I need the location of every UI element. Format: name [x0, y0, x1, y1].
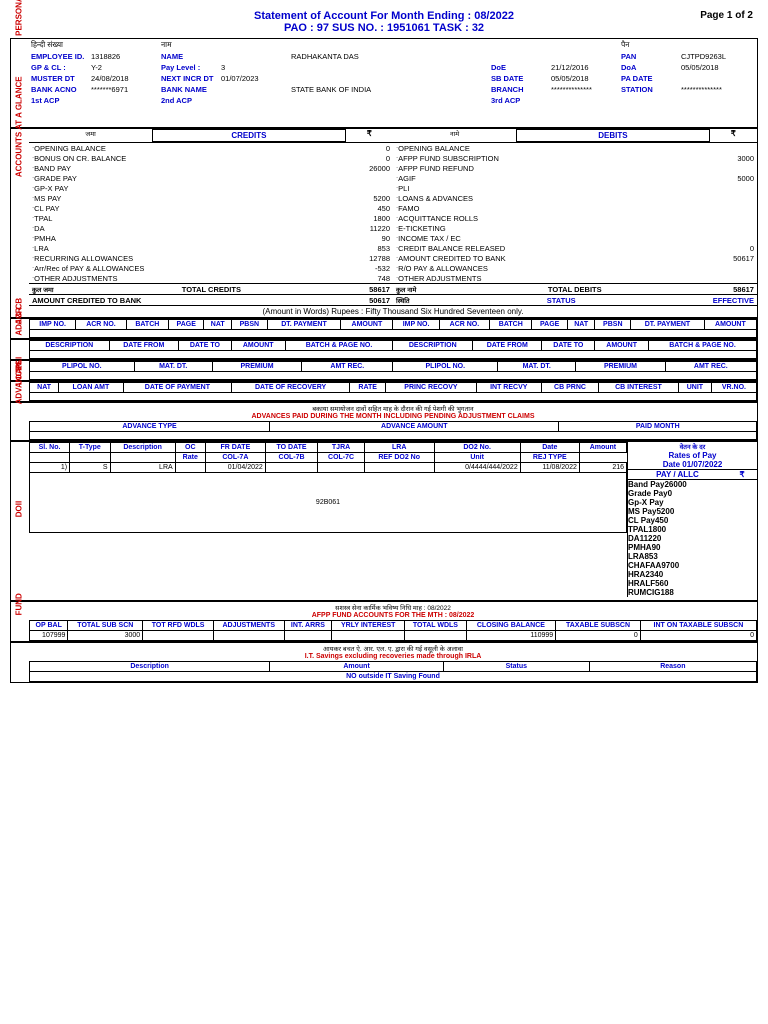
paylevel-lbl: Pay Level : [159, 62, 219, 73]
padate [679, 73, 768, 84]
it-section: आयकर बचत ऐ. आर. एल. ए. द्वारा की गई वसूल… [10, 642, 758, 683]
pan: CJTPD9263L [679, 51, 768, 62]
emp-id-lbl: EMPLOYEE ID. [29, 51, 89, 62]
paylevel: 3 [219, 62, 289, 73]
station-lbl: STATION [619, 84, 679, 95]
acp1: 1st ACP [29, 95, 89, 106]
gpcl-lbl: GP & CL : [29, 62, 89, 73]
debits-list: ·OPENING BALANCE·AFPP FUND SUBSCRIPTION3… [393, 143, 757, 283]
section-label: PERSONAL PARTICULARS [15, 0, 24, 36]
nextincr-lbl: NEXT INCR DT [159, 73, 219, 84]
bankacno: *******6971 [89, 84, 159, 95]
credits-list: ·OPENING BALANCE0·BONUS ON CR. BALANCE0·… [29, 143, 393, 283]
header: Statement of Account For Month Ending : … [10, 10, 758, 34]
rates-list: Band Pay26000Grade Pay0Gp-X PayMS Pay520… [628, 480, 757, 597]
subtitle: PAO : 97 SUS NO. : 1951061 TASK : 32 [10, 22, 758, 34]
branch: ************** [549, 84, 619, 95]
pan-lbl: PAN [619, 51, 679, 62]
acp2: 2nd ACP [159, 95, 219, 106]
doa: 05/05/2018 [679, 62, 768, 73]
debits-hdr: DEBITS [516, 129, 709, 142]
doii-section: DOII Sl. No.T-TypeDescriptionOCFR DATETO… [10, 441, 758, 601]
amount-words: (Amount in Words) Rupees : Fifty Thousan… [29, 305, 757, 317]
credits-hdr: CREDITS [152, 129, 345, 142]
bankname: STATE BANK OF INDIA [289, 84, 489, 95]
sbdate: 05/05/2018 [549, 73, 619, 84]
padate-lbl: PA DATE [619, 73, 679, 84]
doe: 21/12/2016 [549, 62, 619, 73]
muster-lbl: MUSTER DT [29, 73, 89, 84]
doe-lbl: DoE [489, 62, 549, 73]
loan-section: LOAN NATLOAN AMTDATE OF PAYMENTDATE OF R… [10, 381, 758, 402]
page-num: Page 1 of 2 [700, 10, 753, 21]
acr-section: ACR IMP NO.ACR NO.BATCHPAGENATPBSNDT. PA… [10, 318, 758, 339]
advances-section: ADVANCES बकाया समायोजन दावों सहित माह के… [10, 402, 758, 441]
adjcb-section: ADJ & CB DESCRIPTIONDATE FROMDATE TOAMOU… [10, 339, 758, 360]
name: RADHAKANTA DAS [289, 51, 489, 62]
bankacno-lbl: BANK ACNO [29, 84, 89, 95]
emp-id: 1318826 [89, 51, 159, 62]
gpcl: Y-2 [89, 62, 159, 73]
muster: 24/08/2018 [89, 73, 159, 84]
personal-particulars: PERSONAL PARTICULARS हिन्दी संख्या नाम प… [10, 38, 758, 128]
nextincr: 01/07/2023 [219, 73, 289, 84]
fund-section: FUND सशस्त्र सेना कार्मिक भविष्य निधि मा… [10, 601, 758, 642]
bankname-lbl: BANK NAME [159, 84, 219, 95]
doa-lbl: DoA [619, 62, 679, 73]
pli-section: PLI PLIPOL NO.MAT. DT.PREMIUMAMT REC.PLI… [10, 360, 758, 381]
branch-lbl: BRANCH [489, 84, 549, 95]
accounts-glance: ACCOUNTS AT A GLANCE जमा CREDITS ₹ नामे … [10, 128, 758, 318]
station: ************** [679, 84, 768, 95]
name-lbl: NAME [159, 51, 219, 62]
acp3: 3rd ACP [489, 95, 549, 106]
sbdate-lbl: SB DATE [489, 73, 549, 84]
section-label: ACCOUNTS AT A GLANCE [15, 76, 24, 177]
title: Statement of Account For Month Ending : … [10, 10, 758, 22]
